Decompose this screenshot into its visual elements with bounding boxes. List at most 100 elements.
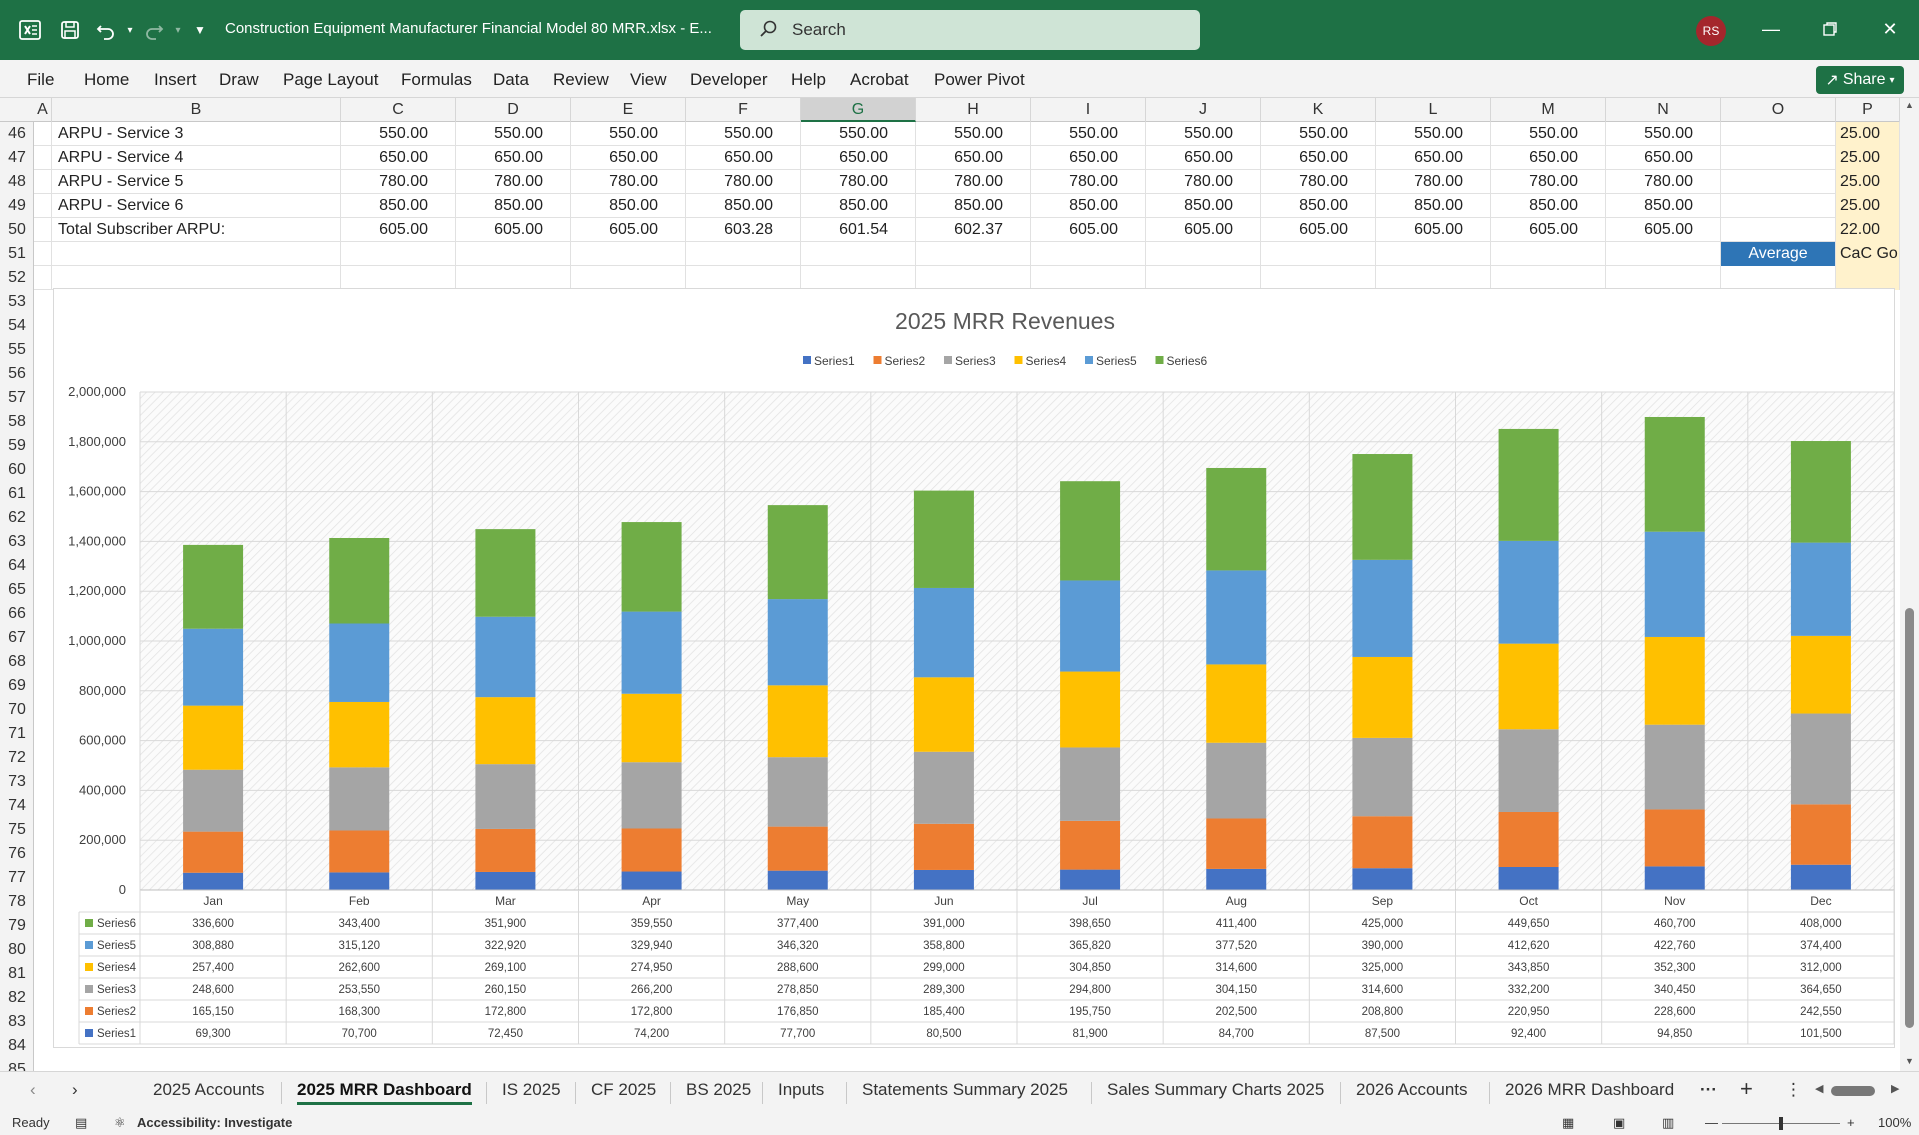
sheet-tab[interactable]: IS 2025 (502, 1080, 561, 1099)
row-header-53[interactable]: 53 (8, 293, 26, 310)
row-header-50[interactable]: 50 (8, 221, 26, 238)
value-cell[interactable]: 650.00 (456, 146, 571, 170)
value-cell[interactable]: 850.00 (1376, 194, 1491, 218)
value-cell[interactable]: 605.00 (1376, 218, 1491, 242)
row-header-76[interactable]: 76 (8, 845, 26, 862)
sheet-tab[interactable]: Sales Summary Charts 2025 (1107, 1080, 1325, 1099)
empty-cell[interactable] (801, 242, 916, 266)
share-button[interactable]: ↗ Share ▾ (1816, 66, 1904, 94)
sheet-tab[interactable]: 2026 MRR Dashboard (1505, 1080, 1675, 1099)
scroll-up-icon[interactable]: ▲ (1905, 100, 1914, 110)
cell-o[interactable] (1721, 170, 1836, 194)
empty-cell[interactable] (1606, 266, 1721, 290)
value-cell[interactable]: 650.00 (801, 146, 916, 170)
cell-p[interactable]: 22.00 (1836, 218, 1900, 242)
row-header-79[interactable]: 79 (8, 917, 26, 934)
row-header-74[interactable]: 74 (8, 797, 26, 814)
close-icon[interactable]: ✕ (1882, 18, 1898, 39)
empty-cell[interactable] (1031, 266, 1146, 290)
row-label[interactable]: ARPU - Service 3 (52, 122, 341, 146)
value-cell[interactable]: 650.00 (1491, 146, 1606, 170)
cell-o[interactable] (1721, 194, 1836, 218)
row-header-46[interactable]: 46 (8, 125, 26, 142)
cell-a[interactable] (34, 170, 52, 194)
value-cell[interactable]: 603.28 (686, 218, 801, 242)
cell-p[interactable] (1836, 266, 1900, 290)
undo-dropdown-icon[interactable]: ▾ (127, 24, 133, 36)
next-sheet-icon[interactable]: › (72, 1080, 78, 1099)
redo-dropdown-icon[interactable]: ▾ (175, 24, 181, 36)
row-header-61[interactable]: 61 (8, 485, 26, 502)
row-label[interactable]: ARPU - Service 5 (52, 170, 341, 194)
hscroll-thumb[interactable] (1831, 1086, 1875, 1096)
prev-sheet-icon[interactable]: ‹ (30, 1080, 36, 1099)
row-header-82[interactable]: 82 (8, 989, 26, 1006)
row-header-68[interactable]: 68 (8, 653, 26, 670)
value-cell[interactable]: 650.00 (916, 146, 1031, 170)
tab-draw[interactable]: Draw (219, 70, 259, 89)
column-header-g[interactable]: G (801, 98, 916, 122)
value-cell[interactable]: 780.00 (571, 170, 686, 194)
empty-cell[interactable] (1606, 242, 1721, 266)
empty-cell[interactable] (52, 266, 341, 290)
customize-toolbar-icon[interactable]: ▼ (194, 23, 206, 37)
value-cell[interactable]: 550.00 (916, 122, 1031, 146)
row-header-69[interactable]: 69 (8, 677, 26, 694)
tab-file[interactable]: File (27, 70, 55, 89)
value-cell[interactable]: 650.00 (341, 146, 456, 170)
value-cell[interactable]: 780.00 (1146, 170, 1261, 194)
row-header-83[interactable]: 83 (8, 1013, 26, 1030)
cell-a[interactable] (34, 146, 52, 170)
vertical-scrollbar[interactable]: ▲ ▼ (1900, 98, 1919, 1071)
sheet-tab[interactable]: Statements Summary 2025 (862, 1080, 1068, 1099)
row-header-58[interactable]: 58 (8, 413, 26, 430)
value-cell[interactable]: 850.00 (1606, 194, 1721, 218)
row-header-49[interactable]: 49 (8, 197, 26, 214)
empty-cell[interactable] (341, 266, 456, 290)
value-cell[interactable]: 850.00 (1146, 194, 1261, 218)
value-cell[interactable]: 605.00 (1261, 218, 1376, 242)
value-cell[interactable]: 550.00 (1146, 122, 1261, 146)
row-header-80[interactable]: 80 (8, 941, 26, 958)
row-header-63[interactable]: 63 (8, 533, 26, 550)
macro-record-icon[interactable]: ▤ (75, 1115, 88, 1130)
average-cell[interactable]: Average (1721, 242, 1836, 266)
sheet-tab[interactable]: CF 2025 (591, 1080, 657, 1099)
value-cell[interactable]: 650.00 (1376, 146, 1491, 170)
value-cell[interactable]: 850.00 (571, 194, 686, 218)
value-cell[interactable]: 650.00 (1261, 146, 1376, 170)
value-cell[interactable]: 850.00 (1491, 194, 1606, 218)
horizontal-scrollbar[interactable]: ◀ ▶ (1815, 1083, 1903, 1098)
search-input[interactable]: Search (740, 10, 1200, 50)
empty-cell[interactable] (341, 242, 456, 266)
value-cell[interactable]: 850.00 (341, 194, 456, 218)
tab-power-pivot[interactable]: Power Pivot (934, 70, 1025, 89)
empty-cell[interactable] (916, 242, 1031, 266)
column-header-o[interactable]: O (1721, 98, 1836, 122)
empty-cell[interactable] (456, 266, 571, 290)
sheet-tab[interactable]: 2025 Accounts (153, 1080, 265, 1099)
zoom-out-icon[interactable]: — (1705, 1115, 1718, 1130)
value-cell[interactable]: 780.00 (341, 170, 456, 194)
scroll-right-icon[interactable]: ▶ (1891, 1083, 1900, 1095)
cell-o[interactable] (1721, 146, 1836, 170)
empty-cell[interactable] (456, 242, 571, 266)
value-cell[interactable]: 605.00 (1146, 218, 1261, 242)
row-header-65[interactable]: 65 (8, 581, 26, 598)
column-header-l[interactable]: L (1376, 98, 1491, 122)
empty-cell[interactable] (1376, 266, 1491, 290)
tab-data[interactable]: Data (493, 70, 529, 89)
value-cell[interactable]: 850.00 (456, 194, 571, 218)
row-header-59[interactable]: 59 (8, 437, 26, 454)
row-header-66[interactable]: 66 (8, 605, 26, 622)
row-header-47[interactable]: 47 (8, 149, 26, 166)
sheet-tab[interactable]: 2026 Accounts (1356, 1080, 1468, 1099)
row-header-48[interactable]: 48 (8, 173, 26, 190)
row-label[interactable]: ARPU - Service 4 (52, 146, 341, 170)
empty-cell[interactable] (801, 266, 916, 290)
column-header-b[interactable]: B (52, 98, 341, 122)
row-label[interactable]: ARPU - Service 6 (52, 194, 341, 218)
row-header-77[interactable]: 77 (8, 869, 26, 886)
row-header-71[interactable]: 71 (8, 725, 26, 742)
